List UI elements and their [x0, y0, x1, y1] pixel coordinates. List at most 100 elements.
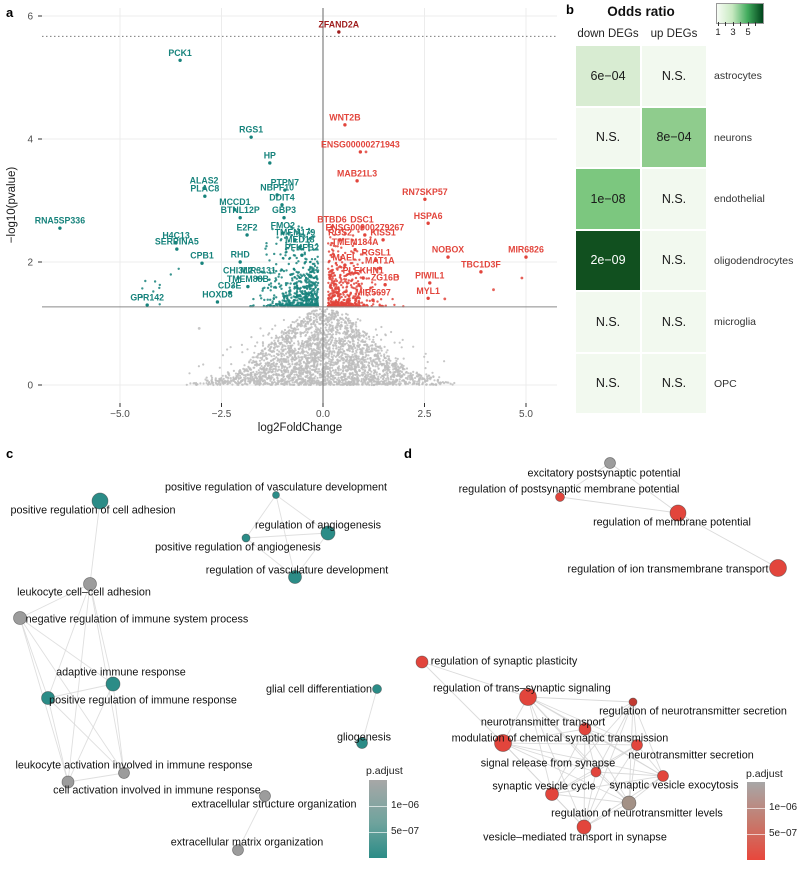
scatter-point: [356, 318, 359, 321]
scatter-point: [294, 362, 297, 365]
scatter-point: [371, 374, 374, 377]
scatter-point: [197, 365, 200, 368]
scatter-point: [274, 324, 277, 327]
scatter-point: [295, 373, 298, 376]
scatter-point: [303, 274, 306, 277]
scatter-point: [352, 361, 356, 364]
gene-point: [178, 58, 182, 62]
go-term-node: [415, 655, 429, 669]
scatter-point: [287, 380, 290, 383]
scatter-point: [261, 289, 264, 292]
scatter-point: [307, 376, 310, 380]
scatter-point: [330, 281, 333, 285]
x-axis-tick-label: −5.0: [110, 409, 130, 420]
scatter-point: [392, 365, 395, 368]
scatter-point: [393, 362, 396, 365]
scatter-point: [250, 336, 253, 339]
scatter-point: [354, 363, 357, 366]
scatter-point: [282, 358, 285, 361]
scatter-point: [380, 325, 383, 329]
scatter-point: [278, 336, 281, 339]
scatter-point: [296, 274, 299, 277]
scatter-point: [293, 276, 297, 279]
scatter-point: [299, 356, 303, 359]
scatter-point: [316, 266, 319, 269]
scatter-point: [449, 382, 452, 385]
scatter-point: [331, 366, 334, 369]
scatter-point: [221, 379, 224, 383]
scatter-point: [289, 346, 292, 349]
padjust-legend-title-c: p.adjust: [366, 765, 403, 777]
scatter-point: [392, 378, 395, 381]
padjust-colorbar-c: [369, 780, 387, 858]
scatter-point: [381, 374, 384, 377]
scatter-point: [347, 344, 350, 347]
scatter-point: [169, 273, 172, 276]
scatter-point: [310, 351, 313, 354]
scatter-point: [158, 283, 161, 287]
scatter-point: [393, 303, 396, 307]
scatter-point: [316, 381, 319, 384]
scatter-point: [332, 329, 335, 332]
scatter-point: [337, 286, 340, 289]
scatter-point: [290, 338, 293, 341]
scatter-point: [218, 377, 221, 380]
gene-label: PCK1: [168, 48, 192, 58]
scatter-point: [262, 383, 265, 386]
scatter-point: [339, 277, 342, 280]
scatter-point: [309, 347, 312, 350]
scatter-point: [293, 373, 296, 376]
scatter-point: [325, 341, 328, 344]
scatter-point: [331, 333, 335, 336]
scatter-point: [226, 371, 229, 374]
scatter-point: [350, 347, 353, 350]
scatter-point: [274, 383, 277, 386]
heatmap-row-label: oligodendrocytes: [714, 254, 794, 267]
scatter-point: [327, 242, 330, 245]
scatter-point: [310, 326, 313, 329]
scatter-point: [310, 318, 313, 321]
network-edge: [245, 494, 277, 539]
scatter-point: [287, 326, 290, 329]
scatter-point: [355, 358, 358, 361]
scatter-point: [293, 342, 296, 345]
go-term-label: positive regulation of vasculature devel…: [165, 482, 387, 494]
scatter-point: [303, 355, 306, 358]
scatter-point: [302, 383, 306, 386]
scatter-point: [341, 291, 345, 294]
scatter-point: [287, 369, 290, 372]
scatter-point: [389, 371, 392, 374]
scatter-point: [402, 357, 405, 360]
scatter-point: [369, 344, 372, 347]
scatter-point: [301, 345, 304, 348]
scatter-point: [423, 355, 426, 358]
scatter-point: [280, 341, 283, 344]
scatter-point: [281, 363, 284, 366]
scatter-point: [365, 360, 368, 363]
gene-label: GPR142: [130, 293, 164, 303]
scatter-point: [265, 354, 268, 357]
scatter-point: [386, 383, 389, 386]
scatter-point: [235, 382, 238, 385]
scatter-point: [340, 383, 343, 386]
gene-label: MYL1: [416, 286, 440, 296]
scatter-point: [453, 381, 456, 385]
scatter-point: [375, 363, 378, 366]
scatter-point: [356, 375, 359, 378]
scatter-point: [436, 378, 440, 381]
heatmap-row-label: microglia: [714, 316, 757, 328]
scatter-point: [313, 262, 316, 266]
scatter-point: [305, 300, 308, 303]
heatmap-cell: N.S.: [642, 46, 706, 106]
scatter-point: [318, 340, 321, 343]
scatter-point: [305, 272, 308, 275]
scatter-point: [326, 308, 329, 311]
network-edge: [527, 696, 553, 795]
scatter-point: [378, 382, 381, 385]
gene-point: [355, 179, 359, 183]
scatter-point: [287, 360, 290, 364]
scatter-point: [380, 354, 383, 357]
scatter-point: [259, 380, 262, 384]
scatter-point: [295, 290, 299, 293]
scatter-point: [364, 150, 368, 154]
